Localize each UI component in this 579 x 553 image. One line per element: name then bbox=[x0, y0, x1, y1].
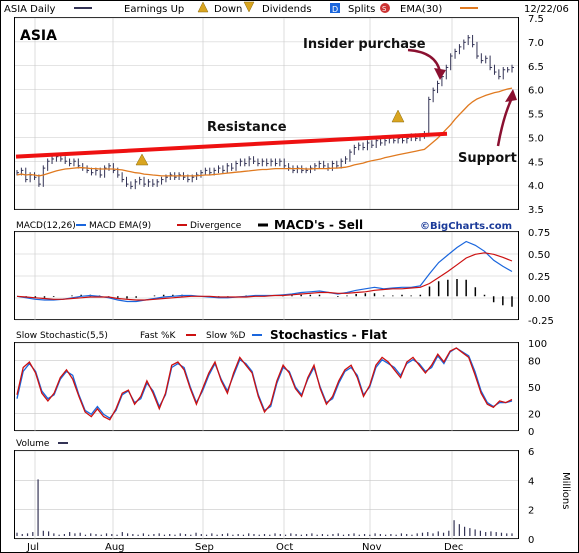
price-y-tick: 4.0 bbox=[528, 181, 544, 192]
stoch-legend-3: Slow %D bbox=[206, 331, 245, 341]
stochastic-y-tick: 20 bbox=[528, 409, 541, 420]
stochastic-y-tick: 50 bbox=[528, 383, 541, 394]
macd-panel-title: MACD's - Sell bbox=[274, 218, 363, 232]
stoch-legend-1: Slow Stochastic(5,5) bbox=[16, 331, 108, 341]
price-y-tick: 7.5 bbox=[528, 14, 544, 25]
x-tick-label: Nov bbox=[362, 542, 382, 553]
volume-bars bbox=[16, 479, 513, 536]
x-tick-label: Oct bbox=[276, 542, 293, 553]
price-panel bbox=[14, 17, 519, 210]
x-tick-label: Sep bbox=[195, 542, 214, 553]
stochastic-y-tick: 80 bbox=[528, 357, 541, 368]
price-y-tick: 6.0 bbox=[528, 86, 544, 97]
stoch-legend-2: Fast %K bbox=[140, 331, 176, 341]
support-arrow-icon bbox=[496, 89, 517, 147]
header-ema: EMA(30) bbox=[400, 4, 442, 15]
macd-y-tick: -0.25 bbox=[528, 316, 554, 327]
ema-line bbox=[16, 87, 513, 177]
header-splits: Splits bbox=[348, 4, 375, 15]
price-y-tick: 5.5 bbox=[528, 110, 544, 121]
macd-y-axis: 0.75 0.50 0.25 0.00 -0.25 bbox=[528, 228, 554, 327]
volume-y-tick: 4 bbox=[528, 476, 534, 487]
x-tick-label: Jul bbox=[26, 542, 39, 553]
macd-legend-1: MACD(12,26) bbox=[16, 221, 76, 231]
stochastic-panel-title: Stochastics - Flat bbox=[270, 328, 387, 342]
price-y-tick: 7.0 bbox=[528, 38, 544, 49]
price-y-tick: 5.0 bbox=[528, 133, 544, 144]
volume-y-tick: 0 bbox=[528, 535, 534, 546]
volume-panel bbox=[14, 450, 519, 539]
price-bars bbox=[16, 34, 514, 190]
macd-y-tick: 0.50 bbox=[528, 250, 550, 261]
stochastic-y-tick: 100 bbox=[528, 339, 547, 350]
stochastic-panel bbox=[14, 342, 519, 431]
fast-k-line bbox=[16, 347, 513, 421]
header-ticker: ASIA Daily bbox=[4, 4, 56, 15]
earnings-down-icon bbox=[243, 1, 255, 13]
x-tick-label: Dec bbox=[444, 542, 463, 553]
macd-legend-3: Divergence bbox=[190, 221, 242, 231]
price-panel-title: ASIA bbox=[20, 28, 57, 44]
svg-text:D: D bbox=[332, 5, 338, 14]
macd-legend-2: MACD EMA(9) bbox=[89, 221, 151, 231]
earnings-up-icon bbox=[197, 1, 209, 13]
macd-y-tick: 0.25 bbox=[528, 272, 550, 283]
volume-grid bbox=[15, 450, 518, 540]
stochastic-y-axis: 100 80 50 20 0 bbox=[528, 339, 547, 438]
price-y-tick: 6.5 bbox=[528, 62, 544, 73]
macd-ema-line bbox=[16, 252, 513, 301]
resistance-label: Resistance bbox=[207, 120, 287, 135]
price-y-axis: 3.5 4.0 4.5 5.0 5.5 6.0 6.5 7.0 7.5 bbox=[528, 14, 544, 216]
volume-y-axis: 6 4 2 0 bbox=[528, 447, 534, 546]
price-y-tick: 4.5 bbox=[528, 157, 544, 168]
price-grid bbox=[15, 17, 518, 210]
x-axis: Jul Aug Sep Oct Nov Dec bbox=[26, 542, 463, 553]
volume-unit-label: Millions bbox=[560, 472, 571, 509]
macd-grid bbox=[15, 231, 518, 321]
macd-line bbox=[16, 240, 513, 303]
price-y-tick: 3.5 bbox=[528, 205, 544, 216]
support-label: Support bbox=[458, 151, 517, 166]
header-down: Down bbox=[214, 4, 242, 15]
header-date: 12/22/06 bbox=[524, 4, 569, 15]
macd-y-tick: 0.00 bbox=[528, 294, 550, 305]
splits-icon: S bbox=[380, 3, 390, 13]
volume-panel-title: Volume bbox=[16, 439, 50, 449]
macd-y-tick: 0.75 bbox=[528, 228, 550, 239]
resistance-line bbox=[15, 131, 448, 159]
x-tick-label: Aug bbox=[105, 542, 125, 553]
header-earnings-up: Earnings Up bbox=[124, 4, 184, 15]
watermark: ©BigCharts.com bbox=[420, 221, 512, 232]
volume-y-tick: 6 bbox=[528, 447, 534, 458]
header-dividends: Dividends bbox=[262, 4, 312, 15]
earnings-marker-aug-icon bbox=[135, 153, 149, 166]
svg-text:S: S bbox=[382, 5, 387, 13]
insider-purchase-label: Insider purchase bbox=[303, 37, 426, 52]
stochastic-y-tick: 0 bbox=[528, 427, 534, 438]
volume-y-tick: 2 bbox=[528, 506, 534, 517]
insider-arrow-icon bbox=[407, 48, 446, 80]
dividends-icon: D bbox=[330, 3, 340, 14]
earnings-marker-nov-icon bbox=[391, 109, 405, 123]
macd-panel bbox=[14, 231, 519, 320]
